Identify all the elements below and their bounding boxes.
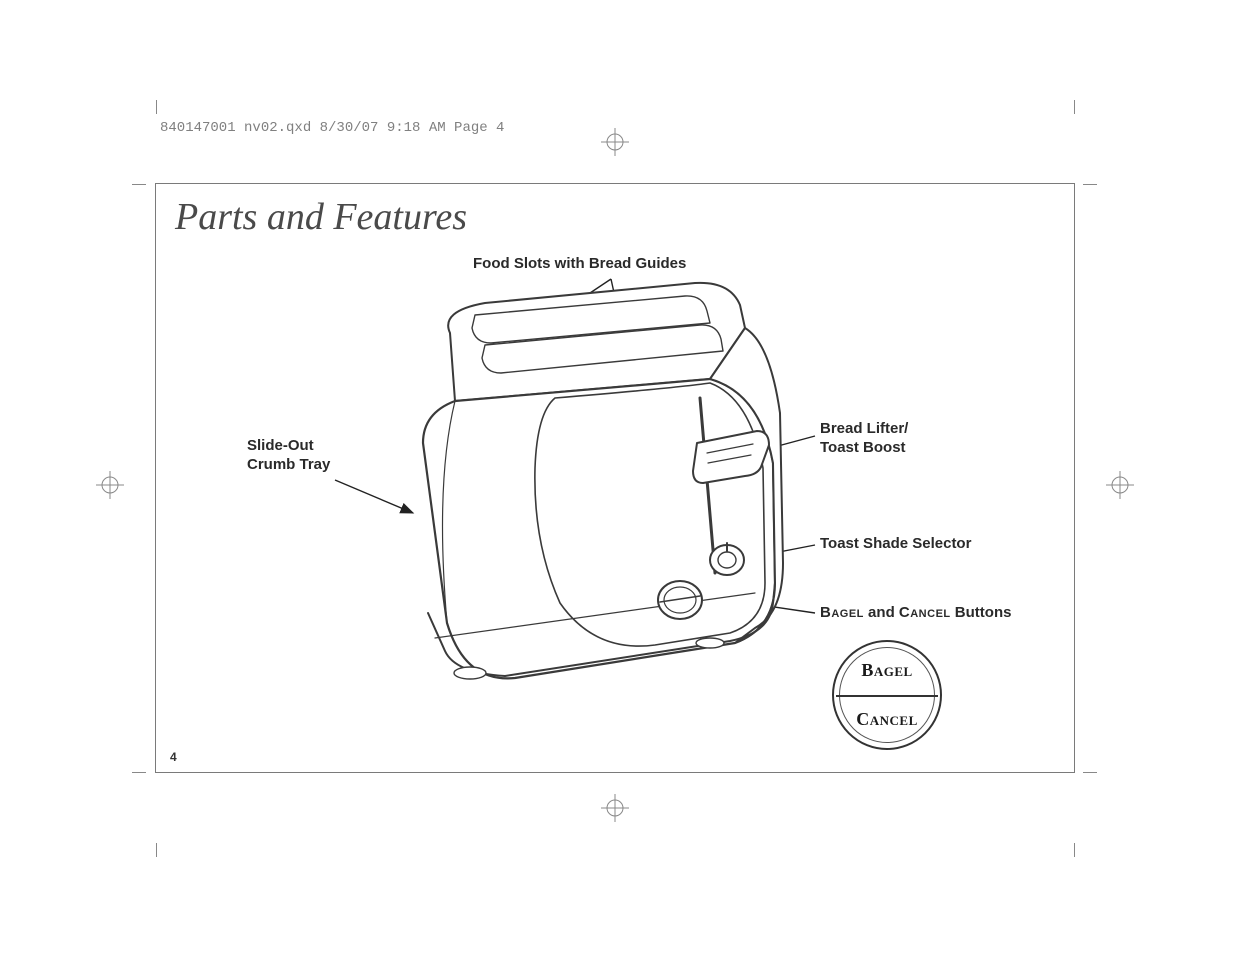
callout-bagel-sc: Bagel (820, 604, 864, 621)
crop-tick (156, 843, 157, 857)
callout-crumb-tray-line2: Crumb Tray (247, 456, 330, 473)
callout-food-slots: Food Slots with Bread Guides (473, 255, 686, 274)
doc-header-slug: 840147001 nv02.qxd 8/30/07 9:18 AM Page … (160, 120, 504, 136)
button-detail-bagel-cancel: Bagel Cancel (832, 640, 942, 750)
crop-tick (1074, 100, 1075, 114)
page-title: Parts and Features (175, 195, 467, 239)
callout-bread-lifter-line2: Toast Boost (820, 439, 906, 456)
crop-tick (156, 100, 157, 114)
crop-tick (1083, 772, 1097, 773)
registration-mark-left (96, 471, 124, 499)
callout-bagel-cancel: Bagel and Cancel Buttons (820, 604, 1011, 623)
callout-bread-lifter: Bread Lifter/ Toast Boost (820, 420, 908, 458)
callout-bagel-plain1: and (864, 604, 899, 621)
crop-tick (1083, 184, 1097, 185)
callout-cancel-sc: Cancel (899, 604, 951, 621)
registration-mark-bottom (601, 794, 629, 822)
button-label-bagel: Bagel (834, 660, 940, 681)
callout-shade-selector: Toast Shade Selector (820, 535, 971, 554)
callout-bread-lifter-line1: Bread Lifter/ (820, 420, 908, 437)
crop-tick (132, 184, 146, 185)
registration-mark-top (601, 128, 629, 156)
button-divider (836, 695, 938, 697)
registration-mark-right (1106, 471, 1134, 499)
callout-crumb-tray-line1: Slide-Out (247, 437, 314, 454)
button-circle: Bagel Cancel (832, 640, 942, 750)
callout-bagel-plain2: Buttons (951, 604, 1012, 621)
crop-tick (1074, 843, 1075, 857)
button-label-cancel: Cancel (834, 709, 940, 730)
page-number: 4 (170, 750, 177, 764)
crop-tick (132, 772, 146, 773)
callout-crumb-tray: Slide-Out Crumb Tray (247, 437, 330, 475)
